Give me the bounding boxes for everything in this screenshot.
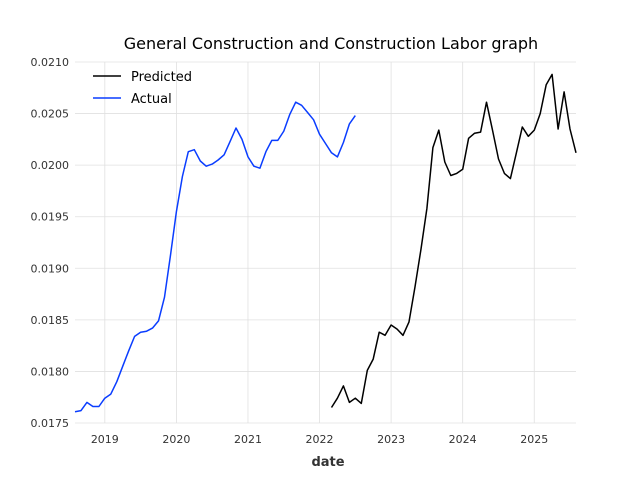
y-tick-label: 0.0185	[31, 314, 70, 327]
series-lines	[74, 73, 577, 413]
x-axis-ticks: 2019 2020 2021 2022 2023 2024 2025	[91, 433, 548, 446]
x-tick-label: 2022	[306, 433, 334, 446]
y-tick-label: 0.0205	[31, 108, 70, 121]
y-tick-label: 0.0190	[31, 262, 70, 275]
series-line-actual	[74, 101, 356, 413]
x-tick-label: 2023	[377, 433, 405, 446]
legend: Predicted Actual	[93, 70, 192, 107]
series-line-predicted	[330, 73, 577, 408]
grid	[75, 61, 576, 424]
x-tick-label: 2021	[234, 433, 262, 446]
y-tick-label: 0.0180	[31, 365, 70, 378]
y-axis-ticks: 0.0175 0.0180 0.0185 0.0190 0.0195 0.0200 0.02…	[31, 56, 70, 430]
legend-label-actual: Actual	[131, 92, 172, 107]
y-tick-label: 0.0200	[31, 159, 70, 172]
x-tick-label: 2025	[520, 433, 548, 446]
y-tick-label: 0.0195	[31, 211, 70, 224]
legend-label-predicted: Predicted	[131, 70, 192, 85]
chart-title: General Construction and Construction La…	[124, 34, 538, 53]
x-tick-label: 2019	[91, 433, 119, 446]
y-tick-label: 0.0175	[31, 417, 70, 430]
x-tick-label: 2020	[162, 433, 190, 446]
y-tick-label: 0.0210	[31, 56, 70, 69]
x-axis-label: date	[311, 455, 344, 470]
x-tick-label: 2024	[449, 433, 477, 446]
